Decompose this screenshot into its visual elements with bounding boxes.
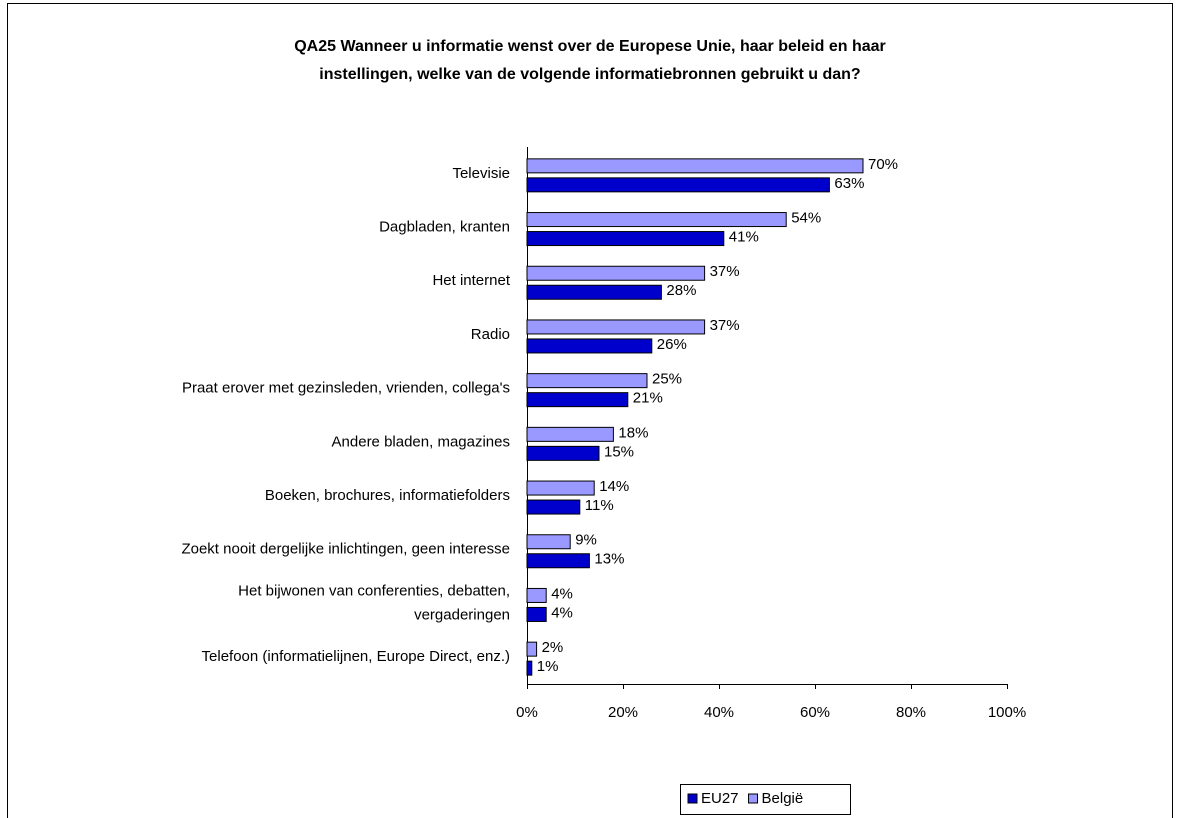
bar xyxy=(526,426,614,442)
bar xyxy=(526,534,571,550)
x-tick-label: 40% xyxy=(704,704,734,721)
bar xyxy=(526,641,538,657)
value-label: 13% xyxy=(594,551,624,568)
legend-swatch xyxy=(687,793,698,804)
value-label: 2% xyxy=(542,639,564,656)
bar xyxy=(526,587,547,603)
value-label: 9% xyxy=(575,532,597,549)
bar xyxy=(526,553,590,569)
bar xyxy=(526,445,600,461)
bar xyxy=(526,338,653,354)
value-label: 41% xyxy=(729,229,759,246)
x-tick-label: 20% xyxy=(608,704,638,721)
chart-title: QA25 Wanneer u informatie wenst over de … xyxy=(294,38,886,83)
bar xyxy=(526,660,533,676)
value-label: 70% xyxy=(868,156,898,173)
value-label: 25% xyxy=(652,371,682,388)
category-label: Zoekt nooit dergelijke inlichtingen, gee… xyxy=(181,541,510,558)
category-label: Telefoon (informatielijnen, Europe Direc… xyxy=(202,648,510,665)
value-label: 21% xyxy=(633,390,663,407)
category-label: Radio xyxy=(471,326,510,343)
category-label: Het bijwonen van conferenties, debatten,… xyxy=(238,582,510,623)
value-label: 4% xyxy=(551,604,573,621)
value-label: 26% xyxy=(657,336,687,353)
legend-label: EU27 xyxy=(701,790,739,807)
value-label: 37% xyxy=(710,263,740,280)
bar xyxy=(526,499,581,515)
value-label: 37% xyxy=(710,317,740,334)
legend-box xyxy=(680,784,851,815)
category-label: Andere bladen, magazines xyxy=(332,433,510,450)
bar xyxy=(526,392,629,408)
category-label: Dagbladen, kranten xyxy=(379,219,510,236)
value-label: 28% xyxy=(666,282,696,299)
value-label: 11% xyxy=(585,497,614,514)
bar xyxy=(526,373,648,389)
value-label: 14% xyxy=(599,478,629,495)
value-label: 15% xyxy=(604,443,634,460)
category-label: Televisie xyxy=(452,165,510,182)
chart-frame xyxy=(7,3,1173,818)
x-tick-label: 0% xyxy=(516,704,538,721)
legend-label: België xyxy=(762,790,804,807)
bar xyxy=(526,480,595,496)
x-tick-label: 100% xyxy=(988,704,1026,721)
bar xyxy=(526,265,706,281)
bar xyxy=(526,158,864,174)
x-tick-label: 60% xyxy=(800,704,830,721)
bar xyxy=(526,606,547,622)
category-label: Het internet xyxy=(432,272,510,289)
bar xyxy=(526,284,662,300)
value-label: 54% xyxy=(791,210,821,227)
category-label: Praat erover met gezinsleden, vrienden, … xyxy=(182,380,510,397)
value-label: 4% xyxy=(551,585,573,602)
bar xyxy=(526,319,706,335)
value-label: 18% xyxy=(618,424,648,441)
bar xyxy=(526,212,787,228)
value-label: 1% xyxy=(537,658,559,675)
bar xyxy=(526,231,725,247)
x-tick-label: 80% xyxy=(896,704,926,721)
value-label: 63% xyxy=(834,175,864,192)
category-label: Boeken, brochures, informatiefolders xyxy=(265,487,510,504)
bar xyxy=(526,177,830,193)
legend-swatch xyxy=(748,793,759,804)
